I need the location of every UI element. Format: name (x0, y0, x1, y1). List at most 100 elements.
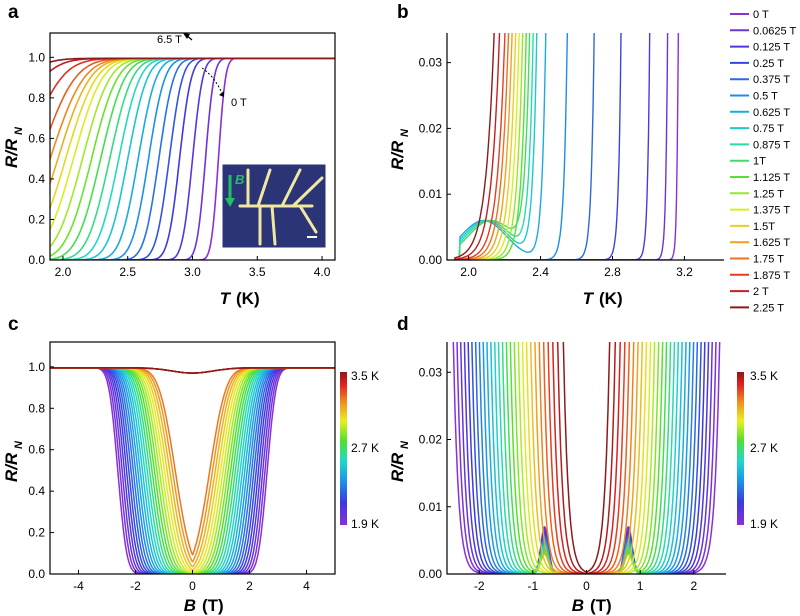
panel-c: -4 -2 0 2 4 0.0 0.2 0.4 0.6 0.8 1.0 B (T) R/R N 3.… (2, 341, 379, 615)
panel-a-axes: 2.0 2.5 3.0 3.5 4.0 0.0 0.2 0.4 0.6 0.8 1.0 (28, 50, 330, 279)
series-line (50, 367, 335, 574)
series-line (521, 342, 652, 574)
y-tick-label: 1.0 (28, 50, 45, 64)
series-line (454, 33, 495, 259)
legend-entry: 1.5T (753, 221, 775, 233)
series-line (452, 342, 721, 574)
series-line (50, 367, 335, 574)
panel-c-colorbar-mid: 2.7 K (351, 441, 379, 455)
y-tick-label: 0.02 (419, 121, 443, 135)
series-line (454, 33, 595, 260)
y-tick-label: 0.6 (28, 443, 45, 457)
y-tick-label: 0.02 (419, 433, 443, 447)
series-line (552, 342, 621, 574)
series-line (454, 33, 538, 260)
x-tick-label: 3.0 (184, 265, 201, 279)
panel-a-xunit: (K) (236, 289, 260, 308)
series-line (50, 367, 335, 574)
series-line (50, 367, 335, 574)
series-line (534, 342, 639, 574)
series-line (505, 342, 668, 574)
series-line (50, 367, 335, 574)
series-line (50, 367, 335, 574)
legend-entry: 0 T (753, 9, 769, 21)
series-line (50, 367, 335, 563)
series-line (459, 342, 713, 574)
legend-entry: 0.25 T (753, 58, 784, 70)
series-line (50, 367, 335, 574)
legend-entry: 0.5 T (753, 91, 778, 103)
series-line (454, 33, 531, 260)
y-tick-label: 0.2 (28, 212, 45, 226)
series-line (50, 367, 335, 574)
series-line (454, 33, 506, 260)
x-tick-label: 2.8 (604, 265, 621, 279)
y-tick-label: 0.4 (28, 484, 45, 498)
legend-entry: 2.25 T (753, 302, 784, 314)
panel-d-axes: -2 -1 0 1 2 0.00 0.01 0.02 0.03 (419, 365, 698, 593)
x-tick-label: 4.0 (314, 265, 331, 279)
series-line (474, 342, 699, 574)
legend-entry: 0.75 T (753, 123, 784, 135)
y-tick-label: 0.6 (28, 131, 45, 145)
panel-d-colorbar-mid: 2.7 K (750, 441, 778, 455)
panel-a-inset: B (221, 163, 327, 249)
panel-d-colorbar-min: 1.9 K (750, 517, 778, 531)
legend-entry: 1.625 T (753, 237, 790, 249)
panel-c-frame (49, 341, 336, 575)
legend-entry: 1.75 T (753, 254, 784, 266)
panel-b-xlabel: T (583, 289, 595, 308)
panel-d-ylabel-sub: N (399, 440, 411, 449)
y-tick-label: 0.00 (419, 253, 443, 267)
panel-c-ylabel-sub: N (13, 440, 25, 449)
panel-a-ylabel: R/R (2, 138, 21, 168)
x-tick-label: 3.2 (676, 265, 693, 279)
panel-b-xunit: (K) (599, 289, 623, 308)
series-line (454, 33, 520, 260)
panel-label-c: c (8, 314, 19, 335)
legend-entry: 2 T (753, 286, 769, 298)
series-line (50, 367, 335, 374)
series-line (467, 342, 706, 574)
series-line (50, 367, 335, 574)
series-line (463, 342, 710, 574)
y-tick-label: 0.00 (419, 567, 443, 581)
series-line (50, 367, 335, 374)
x-tick-label: -4 (73, 579, 84, 593)
y-tick-label: 0.2 (28, 526, 45, 540)
y-tick-label: 0.03 (419, 365, 443, 379)
series-line (50, 367, 335, 571)
panel-d-curves (452, 342, 721, 574)
x-tick-label: 1 (637, 579, 644, 593)
series-line (556, 342, 617, 574)
panel-c-axes: -4 -2 0 2 4 0.0 0.2 0.4 0.6 0.8 1.0 (28, 360, 310, 593)
x-tick-label: -2 (130, 579, 141, 593)
series-line (497, 342, 676, 574)
y-tick-label: 0.01 (419, 500, 443, 514)
legend-entry: 0.875 T (753, 139, 790, 151)
panel-label-a: a (8, 2, 19, 23)
y-tick-label: 0.0 (28, 253, 45, 267)
series-line (50, 367, 335, 574)
series-line (478, 342, 695, 574)
series-line (50, 367, 335, 574)
x-tick-label: 2.0 (460, 265, 477, 279)
legend-entry: 1.875 T (753, 270, 790, 282)
series-line (50, 367, 335, 574)
annotation-high-field: 6.5 T (157, 34, 182, 46)
series-line (50, 367, 335, 574)
series-line (50, 367, 335, 568)
series-line (50, 367, 335, 556)
series-line (50, 367, 335, 374)
series-line (493, 342, 680, 574)
series-line (547, 342, 626, 574)
series-line (454, 33, 534, 260)
legend-entry: 1.25 T (753, 188, 784, 200)
x-tick-label: 2.4 (532, 265, 549, 279)
series-line (538, 342, 635, 574)
series-line (454, 33, 501, 260)
series-line (456, 342, 717, 574)
series-line (486, 342, 687, 574)
panel-d-ylabel: R/R (388, 452, 407, 482)
